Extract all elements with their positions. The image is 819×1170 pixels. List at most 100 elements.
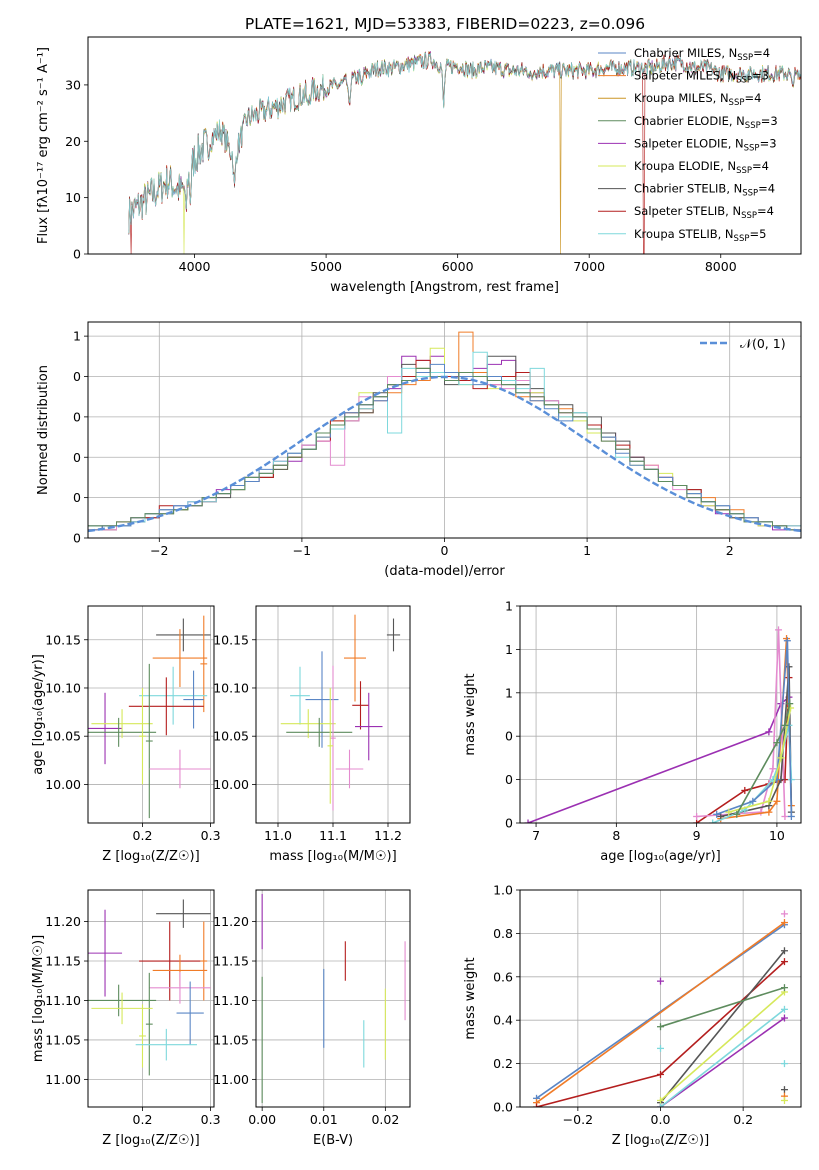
x-axis-label: wavelength [Angstrom, rest frame] xyxy=(330,280,559,295)
x-axis-label: E(B-V) xyxy=(313,1133,353,1148)
y-tick-label: 11.00 xyxy=(213,1072,249,1087)
y-tick-label: 0.4 xyxy=(493,1013,513,1028)
panel-Z-vs-mass-weight: −0.2 0.0 0.2 0.0 0.2 0.4 0.6 0.8 1.0 Z [log₁₀(Z/Z… xyxy=(463,883,802,1148)
point-marker xyxy=(657,1070,664,1078)
point-marker xyxy=(781,721,789,729)
point-marker xyxy=(657,1096,664,1104)
x-tick-label: 11.2 xyxy=(374,828,402,843)
axes-border xyxy=(519,605,802,824)
legend-label: Chabrier STELIB, NSSP=4 xyxy=(634,182,775,199)
y-tick-label: 0 xyxy=(73,450,81,465)
y-tick-label: 0 xyxy=(73,247,81,262)
errorbar-point xyxy=(88,909,123,997)
weight-series-7 xyxy=(728,707,792,813)
y-tick-label: 0 xyxy=(73,409,81,424)
point-marker xyxy=(780,1014,788,1022)
errorbar-point xyxy=(152,629,208,688)
y-tick-label: 0 xyxy=(505,729,513,744)
y-tick-label: 11.20 xyxy=(45,914,81,929)
x-tick-label: 0.2 xyxy=(133,828,153,843)
weight-series-1 xyxy=(536,921,785,1104)
plot-area xyxy=(261,893,406,1104)
legend-label: Salpeter MILES, NSSP=3 xyxy=(634,69,769,86)
legend-label: Kroupa ELODIE, NSSP=4 xyxy=(634,159,769,176)
point-marker xyxy=(780,919,788,927)
errorbar-point xyxy=(145,972,153,1076)
x-tick-label: 8 xyxy=(612,828,620,843)
point-marker xyxy=(775,626,783,634)
x-tick-label: 10 xyxy=(769,828,785,843)
y-tick-label: 10.00 xyxy=(213,777,249,792)
axes-frame: 0.2 0.3 11.00 11.05 11.10 11.15 11.20 Z [log₁₀(… xyxy=(31,889,221,1148)
errorbar-point xyxy=(88,692,123,765)
y-axis-label: mass weight xyxy=(463,957,478,1039)
y-axis-label: age [log₁₀(age/yr)] xyxy=(31,654,46,775)
x-tick-label: 2 xyxy=(726,543,734,558)
errorbar-point xyxy=(330,665,336,811)
weight-series-3 xyxy=(660,1017,785,1107)
point-marker xyxy=(657,1103,664,1107)
errorbar-point xyxy=(286,717,353,747)
point-marker xyxy=(765,797,773,805)
y-tick-label: 11.15 xyxy=(213,954,249,969)
plot-area xyxy=(88,331,801,533)
y-tick-label: 30 xyxy=(65,77,81,92)
point-marker xyxy=(693,812,701,820)
point-marker xyxy=(657,977,664,985)
errorbar-point xyxy=(139,1004,146,1068)
point-marker xyxy=(693,819,701,823)
axes-border xyxy=(519,889,802,1108)
errorbar-point xyxy=(327,687,333,804)
legend-label: Kroupa STELIB, NSSP=5 xyxy=(634,227,766,244)
point-marker xyxy=(717,812,725,820)
x-axis-label: Z [log₁₀(Z/Z☉)] xyxy=(612,1133,709,1148)
weight-series-7 xyxy=(660,1008,785,1107)
point-marker xyxy=(657,1044,664,1052)
point-marker xyxy=(749,797,757,805)
axes-border xyxy=(255,889,411,1108)
point-marker xyxy=(657,1023,664,1031)
y-tick-label: 11.00 xyxy=(45,1072,81,1087)
point-marker xyxy=(787,812,795,820)
panel-residual-histogram: −2 −1 0 1 2 0 0 0 0 0 1 (data-model)/error Normed di… xyxy=(36,321,802,579)
axes-frame: 7 8 9 10 0 0 0 1 1 1 age [log₁₀(age/yr)] mass weigh… xyxy=(463,599,802,864)
errorbar-point xyxy=(135,1028,197,1061)
y-tick-label: 0.6 xyxy=(493,969,513,984)
point-marker xyxy=(780,958,788,966)
y-tick-label: 20 xyxy=(65,134,81,149)
errorbar-point xyxy=(335,749,364,789)
x-tick-label: 7 xyxy=(532,828,540,843)
x-axis-label: age [log₁₀(age/yr)] xyxy=(600,849,721,864)
y-tick-label: 1 xyxy=(505,642,513,657)
point-marker xyxy=(781,812,789,820)
y-tick-label: 10.05 xyxy=(45,729,81,744)
errorbar-point xyxy=(149,749,211,789)
plot-area xyxy=(280,614,401,811)
panel-Z-vs-mass: 0.2 0.3 11.00 11.05 11.10 11.15 11.20 Z [log₁₀(… xyxy=(31,889,221,1148)
legend-label: Salpeter ELODIE, NSSP=3 xyxy=(634,136,777,153)
y-tick-label: 10.15 xyxy=(45,632,81,647)
legend-label: Chabrier MILES, NSSP=4 xyxy=(634,46,770,63)
spectrum-series-8 xyxy=(128,52,801,234)
point-marker xyxy=(769,765,777,773)
errorbar-point xyxy=(139,687,146,785)
x-tick-label: 0.2 xyxy=(133,1112,153,1127)
x-tick-label: 0.2 xyxy=(733,1112,753,1127)
point-marker xyxy=(713,810,721,818)
y-tick-label: 11.15 xyxy=(45,954,81,969)
errorbar-point xyxy=(156,618,211,652)
point-marker xyxy=(780,947,788,955)
errorbar-point xyxy=(355,692,383,761)
y-tick-label: 0 xyxy=(73,369,81,384)
point-marker xyxy=(725,808,733,816)
y-tick-label: 0.2 xyxy=(493,1056,513,1071)
y-tick-label: 1 xyxy=(505,685,513,700)
legend-label: Salpeter STELIB, NSSP=4 xyxy=(634,204,774,221)
point-marker xyxy=(780,910,788,918)
point-marker xyxy=(780,1096,788,1104)
point-marker xyxy=(765,808,773,816)
errorbar-point xyxy=(290,666,310,725)
axes-frame: −2 −1 0 1 2 0 0 0 0 0 1 (data-model)/error Normed di… xyxy=(36,321,802,579)
x-tick-label: 0.01 xyxy=(310,1112,338,1127)
